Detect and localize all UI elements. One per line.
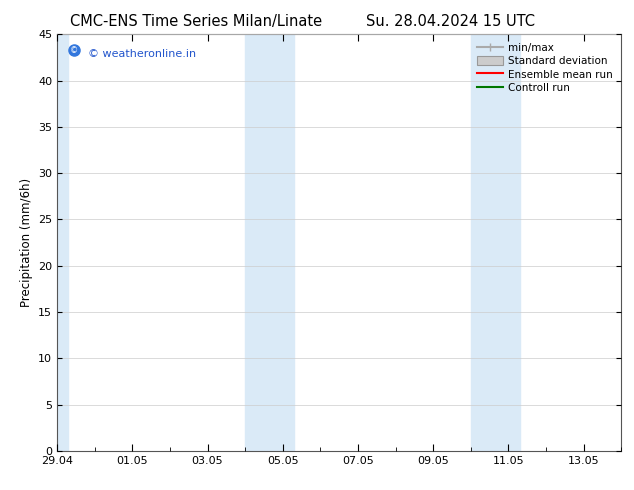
Text: ©: © bbox=[70, 46, 78, 54]
Text: CMC-ENS Time Series Milan/Linate: CMC-ENS Time Series Milan/Linate bbox=[70, 14, 323, 29]
Bar bbox=[471, 34, 520, 451]
Bar bbox=[245, 34, 294, 451]
Y-axis label: Precipitation (mm/6h): Precipitation (mm/6h) bbox=[20, 178, 32, 307]
Text: © weatheronline.in: © weatheronline.in bbox=[88, 49, 196, 59]
Text: Su. 28.04.2024 15 UTC: Su. 28.04.2024 15 UTC bbox=[366, 14, 534, 29]
Legend: min/max, Standard deviation, Ensemble mean run, Controll run: min/max, Standard deviation, Ensemble me… bbox=[474, 40, 616, 96]
Bar bbox=[57, 34, 68, 451]
